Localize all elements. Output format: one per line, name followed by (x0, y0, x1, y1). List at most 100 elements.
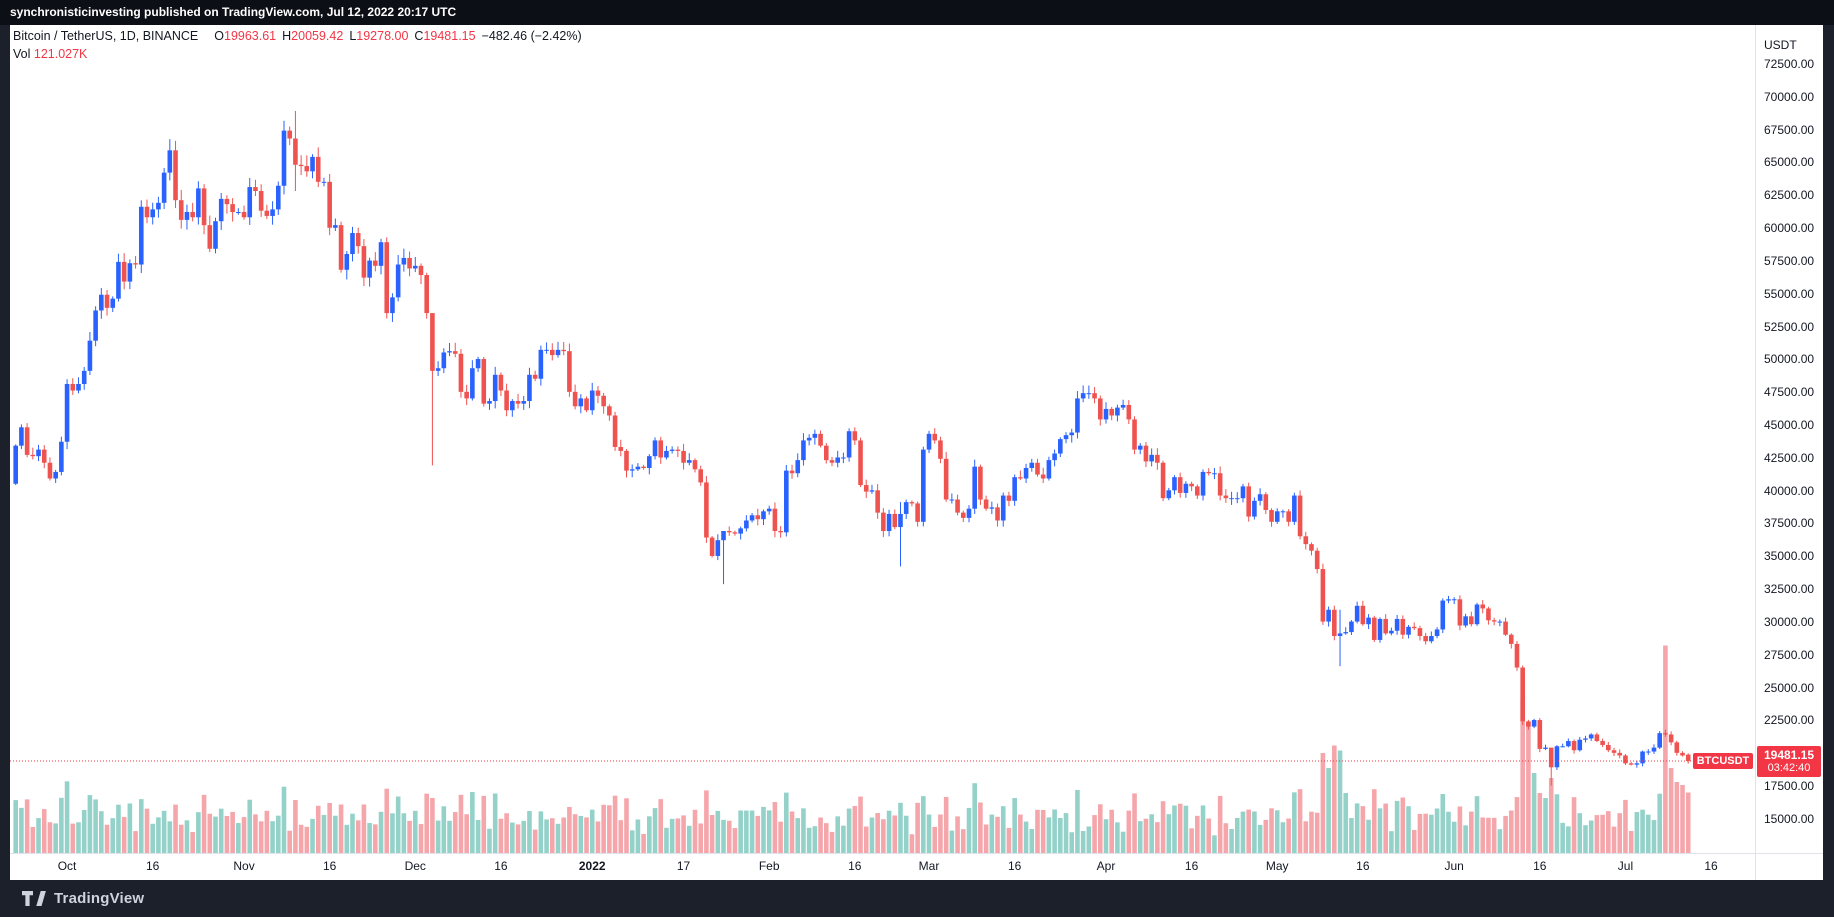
open-value: 19963.61 (224, 29, 277, 43)
volume-bar (1137, 821, 1143, 853)
volume-bar (196, 812, 201, 853)
tradingview-logo-icon[interactable] (22, 891, 46, 906)
volume-bar (1360, 806, 1366, 853)
volume-bar (498, 818, 504, 853)
candle-body (909, 502, 915, 504)
candle-body (487, 401, 492, 404)
candle-body (1012, 477, 1017, 501)
candle-body (30, 454, 36, 457)
candle-body (1246, 486, 1251, 517)
candle-body (1560, 746, 1565, 748)
candle-body (213, 221, 218, 249)
volume-bar (19, 807, 24, 853)
candle-body (121, 261, 127, 282)
volume-bar (338, 804, 344, 853)
candle-body (721, 531, 726, 541)
candle-body (161, 172, 167, 203)
volume-bar (1120, 831, 1126, 853)
volume-bar (715, 810, 721, 853)
candle-body (1611, 750, 1617, 753)
candle-body (921, 449, 926, 522)
volume-bar (321, 814, 327, 853)
volume-bar (1297, 789, 1303, 853)
volume-bar (59, 797, 64, 853)
volume-bar (1548, 778, 1554, 853)
volume-bar (1566, 826, 1571, 853)
candle-body (1674, 742, 1680, 753)
candle-body (1623, 755, 1628, 764)
volume-bar (1429, 814, 1434, 853)
price-tick-label: 27500.00 (1764, 647, 1815, 662)
price-tick-label: 40000.00 (1764, 483, 1815, 498)
candle-body (1200, 471, 1206, 496)
volume-bar (921, 796, 926, 853)
candle-body (1143, 445, 1149, 462)
candle-body (321, 181, 327, 183)
volume-bar (1406, 806, 1411, 853)
candle-body (1234, 498, 1240, 500)
tradingview-brand[interactable]: TradingView (54, 890, 145, 907)
candle-body (224, 198, 230, 205)
candle-body (778, 531, 783, 533)
volume-bar (629, 830, 635, 853)
volume-bar (53, 823, 58, 853)
volume-bar (972, 783, 977, 853)
candle-body (418, 265, 424, 276)
candle-body (150, 209, 155, 218)
volume-bar (1023, 821, 1029, 853)
volume-bar (1069, 832, 1075, 853)
volume-bar (492, 793, 498, 853)
candle-body (995, 507, 1000, 521)
candle-body (624, 450, 629, 471)
volume-bar (1400, 797, 1406, 853)
candle-body (1292, 495, 1297, 522)
volume-bar (1035, 809, 1040, 853)
candle-body (698, 469, 703, 483)
candle-body (1172, 477, 1177, 491)
volume-bar (846, 808, 852, 853)
candle-body (1583, 738, 1588, 740)
candle-body (1177, 477, 1183, 493)
volume-bar (213, 816, 218, 853)
volume-bar (652, 808, 658, 853)
candle-body (612, 415, 618, 447)
candle-body (561, 349, 566, 352)
candle-body (258, 191, 264, 211)
candle-body (1526, 721, 1531, 727)
volume-bar (167, 821, 173, 853)
candle-body (207, 225, 213, 249)
volume-bar (795, 818, 801, 853)
candle-body (378, 242, 384, 266)
candle-body (618, 446, 624, 451)
volume-bar (1029, 828, 1035, 853)
time-axis-label: 17 (676, 859, 691, 873)
volume-bar (13, 800, 18, 853)
candle-body (784, 470, 789, 533)
volume-bar (116, 804, 121, 853)
candle-body (127, 263, 133, 282)
candle-body (1685, 754, 1691, 761)
candle-body (1286, 511, 1291, 522)
symbol-title[interactable]: Bitcoin / TetherUS, 1D, BINANCE (13, 29, 199, 43)
candle-body (93, 310, 98, 341)
candle-body (1240, 486, 1246, 499)
price-tick-label: 72500.00 (1764, 56, 1815, 71)
volume-label: Vol (13, 47, 31, 61)
candle-body (355, 233, 361, 247)
volume-bar (138, 799, 144, 853)
volume-bar (624, 798, 629, 853)
candlestick-chart-canvas[interactable] (0, 0, 1834, 880)
volume-bar (721, 819, 726, 853)
candle-body (749, 515, 755, 521)
candle-body (1343, 632, 1349, 634)
candle-body (1434, 629, 1440, 637)
volume-bar (612, 795, 618, 853)
candle-body (1137, 445, 1143, 450)
candle-body (281, 130, 287, 186)
volume-bar (298, 824, 304, 853)
volume-bar (1286, 818, 1291, 853)
candle-body (589, 390, 595, 411)
volume-bar (812, 826, 818, 853)
volume-bar (1183, 805, 1189, 853)
volume-bar (230, 811, 235, 853)
